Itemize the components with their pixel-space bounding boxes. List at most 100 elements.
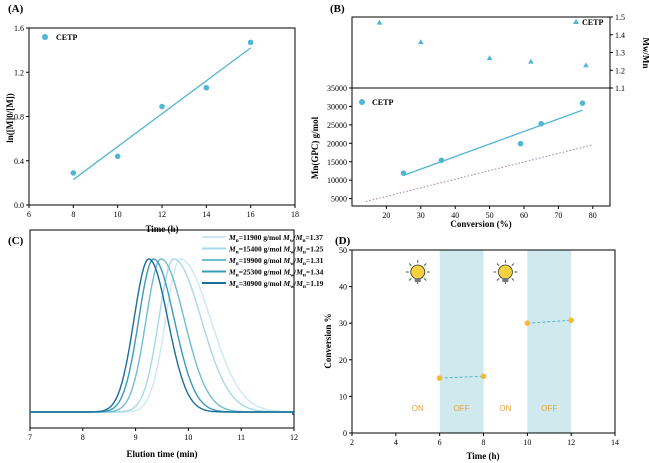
- panel-b-top-ytick-label: 1.2: [615, 66, 625, 75]
- panel-d-xlabel: Time (h): [466, 451, 499, 461]
- panel-b-bottom-data-point: [400, 170, 407, 176]
- panel-c-legend-label: Mn=25300 g/mol Mw/Mn=1.34: [228, 268, 324, 279]
- panel-c-legend-label: Mn=19900 g/mol Mw/Mn=1.31: [228, 256, 324, 267]
- panel-d-xtick-label: 14: [611, 438, 619, 447]
- panel-d-period-label: OFF: [541, 404, 557, 413]
- panel-d-data-point: [568, 317, 574, 324]
- lightbulb-ray: [511, 278, 515, 281]
- panel-d-dashed-segment: [439, 375, 484, 379]
- panel-b-top-data-point: [376, 19, 383, 25]
- panel-d-period-label: ON: [499, 404, 511, 413]
- panel-b-bottom-ytick-label: 15000: [327, 158, 347, 167]
- panel-c-legend-label: Mn=15400 g/mol Mw/Mn=1.25: [228, 245, 324, 256]
- panel-a-data-point: [70, 170, 77, 176]
- panel-b-top-ytick-label: 1.1: [615, 84, 625, 93]
- panel-d-off-shading: [527, 250, 572, 433]
- panel-b-xtick-label: 50: [486, 211, 494, 220]
- panel-a-data-point: [247, 39, 254, 46]
- panel-b-top-legend-label: CETP: [582, 18, 603, 27]
- panel-a-xtick-label: 18: [291, 210, 299, 219]
- lightbulb-icon: [493, 260, 518, 284]
- panel-a-legend-marker: [42, 34, 48, 40]
- panel-b-xtick-label: 30: [417, 211, 425, 220]
- panel-d-ylabel: Conversion %: [323, 313, 333, 368]
- panel-b-top-data-point: [583, 62, 589, 68]
- lightbulb-ray: [408, 263, 412, 266]
- panel-d-data-point: [480, 373, 487, 380]
- panel-c-label: (C): [8, 235, 24, 247]
- panel-a-frame: [28, 27, 296, 206]
- panel-a-label: (A): [8, 3, 24, 15]
- panel-b: (B) 1.1 1.2 1.3 1.4 1.5 CETP Mw/Mn 20 30 40 50 6…: [310, 3, 649, 229]
- lightbulb-ray: [496, 263, 500, 266]
- panel-c-frame: [29, 229, 295, 429]
- lightbulb-ray: [423, 278, 427, 281]
- panel-a-ytick-label: 0.8: [14, 113, 24, 122]
- panel-b-xtick-label: 80: [589, 211, 597, 220]
- panel-b-xtick-label: 20: [382, 211, 390, 220]
- panel-a-ytick-label: 0.4: [14, 157, 24, 166]
- panel-b-bottom-ytick-label: 5000: [331, 195, 347, 204]
- lightbulb-ray: [423, 263, 427, 266]
- panel-d-period-label: ON: [412, 404, 424, 413]
- panel-d-ytick-label: 0: [343, 429, 347, 438]
- panel-b-fit-line: [403, 109, 583, 177]
- panel-b-bottom-frame: [351, 87, 611, 207]
- panel-b-bottom-ytick-label: 30000: [327, 102, 347, 111]
- panel-b-xtick-label: 60: [520, 211, 528, 220]
- panel-c-legend-label: Mn=11900 g/mol Mw/Mn=1.37: [228, 233, 323, 244]
- panel-a-ytick-label: 1.2: [14, 68, 24, 77]
- lightbulb-base: [502, 278, 509, 282]
- panel-c-xtick-label: 7: [28, 433, 32, 442]
- panel-b-bottom-legend-marker: [359, 99, 365, 105]
- panel-d-period-label: OFF: [454, 404, 470, 413]
- panel-c: (C) 7 8 9 10 11 12 Mn=11900 g/mol Mw/Mn=1.37M…: [8, 229, 324, 459]
- panel-b-theory-line: [365, 144, 593, 203]
- panel-c-xtick-label: 9: [134, 433, 138, 442]
- panel-d: (D) 2 4 6 8 10 12 14 0 10 20 30 40 50 ON OFF ON OFF Ti…: [323, 235, 619, 461]
- panel-c-legend-label: Mn=30900 g/mol Mw/Mn=1.19: [228, 279, 324, 290]
- panel-b-bottom-data-point: [517, 140, 524, 147]
- panel-d-label: (D): [335, 235, 351, 247]
- panel-c-xtick-label: 12: [290, 433, 298, 442]
- panel-b-xlabel: Conversion (%): [450, 219, 511, 229]
- panel-d-ytick-label: 50: [339, 246, 347, 255]
- panel-d-dashed-segment: [527, 319, 572, 324]
- panel-a-legend-label: CETP: [56, 33, 77, 42]
- panel-b-bottom-ytick-label: 20000: [327, 139, 347, 148]
- panel-b-bottom-data-point: [538, 120, 544, 127]
- panel-d-ytick-label: 40: [339, 283, 347, 292]
- panel-a-xtick-label: 8: [71, 210, 75, 219]
- lightbulb-base: [414, 278, 421, 282]
- panel-b-top-legend-marker: [573, 19, 579, 24]
- panel-b-xtick-label: 40: [451, 211, 459, 220]
- panel-a-xtick-label: 16: [247, 210, 255, 219]
- panel-d-ytick-label: 30: [339, 319, 347, 328]
- lightbulb-glass: [410, 264, 426, 280]
- panel-a-ylabel: ln([M]0/[M]): [5, 93, 15, 142]
- panel-d-xtick-label: 2: [350, 438, 354, 447]
- panel-a-ytick-label: 0.0: [14, 201, 24, 210]
- panel-c-xtick-label: 10: [184, 433, 192, 442]
- panel-c-xtick-label: 11: [237, 433, 245, 442]
- lightbulb-icon: [405, 260, 430, 284]
- panel-b-bottom-data-point: [579, 100, 586, 106]
- panel-c-xtick-label: 8: [81, 433, 85, 442]
- panel-d-off-shading: [439, 250, 484, 433]
- lightbulb-glass: [498, 264, 513, 280]
- lightbulb-ray: [511, 263, 515, 266]
- panel-d-xtick-label: 8: [482, 438, 486, 447]
- panel-d-xtick-label: 4: [394, 438, 398, 447]
- lightbulb-ray: [408, 278, 412, 281]
- lightbulb-ray: [496, 278, 500, 281]
- panel-a: (A) 6 8 10 12 14 16 18 0.0 0.4 0.8 1.2 1.6 CETP Ti…: [5, 3, 299, 234]
- panel-d-xtick-label: 6: [438, 438, 442, 447]
- panel-d-xtick-label: 10: [523, 438, 531, 447]
- panel-a-data-point: [203, 84, 210, 91]
- panel-d-ytick-label: 10: [339, 392, 347, 401]
- panel-a-fit-line: [72, 47, 252, 181]
- panel-a-xtick-label: 12: [158, 210, 166, 219]
- panel-b-top-data-point: [528, 58, 534, 64]
- panel-a-data-point: [114, 153, 121, 160]
